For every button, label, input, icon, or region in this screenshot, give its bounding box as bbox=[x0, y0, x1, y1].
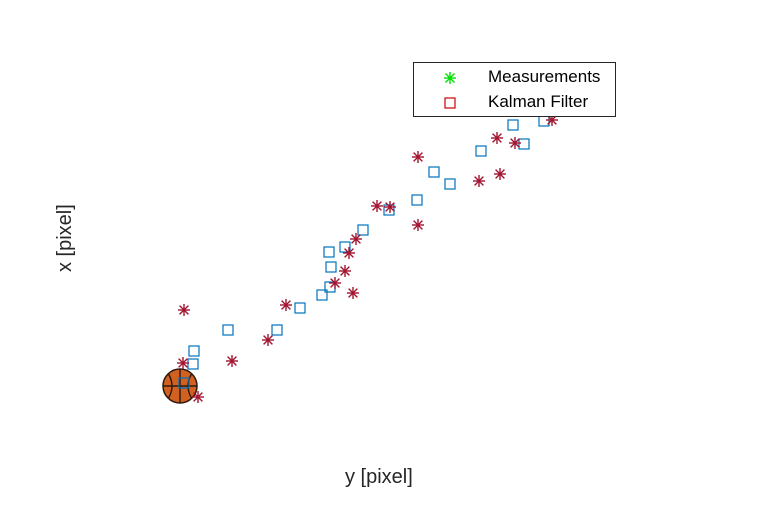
measurement-point-0 bbox=[178, 304, 190, 316]
measurement-point-4 bbox=[262, 334, 274, 346]
measurement-point-12 bbox=[384, 201, 396, 213]
x-axis-label: y [pixel] bbox=[345, 466, 413, 488]
legend-label-measurements: Measurements bbox=[488, 67, 601, 86]
kalman-point-12 bbox=[383, 204, 395, 216]
kalman-point-4 bbox=[271, 324, 283, 336]
kalman-point-3 bbox=[222, 324, 234, 336]
measurement-point-13 bbox=[412, 151, 424, 163]
kalman-point-15 bbox=[444, 178, 456, 190]
kalman-point-8 bbox=[325, 261, 337, 273]
kalman-point-19 bbox=[538, 115, 550, 127]
measurement-point-16 bbox=[491, 132, 503, 144]
measurement-point-3 bbox=[226, 355, 238, 367]
kalman-point-17 bbox=[507, 119, 519, 131]
measurement-point-18 bbox=[509, 137, 521, 149]
legend-item-measurements: Measurements bbox=[414, 66, 615, 90]
measurement-point-15 bbox=[473, 175, 485, 187]
measurement-point-2 bbox=[192, 391, 204, 403]
kalman-point-13 bbox=[411, 194, 423, 206]
kalman-filter-series bbox=[178, 115, 550, 389]
measurement-point-10 bbox=[350, 233, 362, 245]
kalman-point-14 bbox=[428, 166, 440, 178]
measurement-point-19 bbox=[546, 114, 558, 126]
kalman-point-0 bbox=[178, 377, 190, 389]
asterisk-icon bbox=[444, 72, 456, 84]
kalman-point-16 bbox=[475, 145, 487, 157]
measurement-point-6 bbox=[329, 277, 341, 289]
measurement-point-9 bbox=[347, 287, 359, 299]
measurement-point-1 bbox=[177, 357, 189, 369]
measurement-point-11 bbox=[371, 200, 383, 212]
kalman-point-5 bbox=[294, 302, 306, 314]
legend-item-kalman-filter: Kalman Filter bbox=[414, 91, 615, 115]
kalman-point-10 bbox=[339, 241, 351, 253]
square-icon bbox=[444, 97, 456, 109]
kalman-point-11 bbox=[357, 224, 369, 236]
measurement-point-8 bbox=[343, 247, 355, 259]
legend: Measurements Kalman Filter bbox=[413, 62, 616, 117]
measurement-point-7 bbox=[339, 265, 351, 277]
kalman-point-6 bbox=[316, 289, 328, 301]
measurements-series bbox=[177, 114, 558, 403]
kalman-point-1 bbox=[187, 358, 199, 370]
basketball-icon bbox=[162, 368, 198, 404]
measurement-point-17 bbox=[494, 168, 506, 180]
measurement-point-14 bbox=[412, 219, 424, 231]
kalman-point-18 bbox=[518, 138, 530, 150]
kalman-point-9 bbox=[323, 246, 335, 258]
kalman-point-2 bbox=[188, 345, 200, 357]
legend-label-kalman-filter: Kalman Filter bbox=[488, 92, 589, 111]
y-axis-label: x [pixel] bbox=[54, 204, 76, 272]
measurement-point-5 bbox=[280, 299, 292, 311]
